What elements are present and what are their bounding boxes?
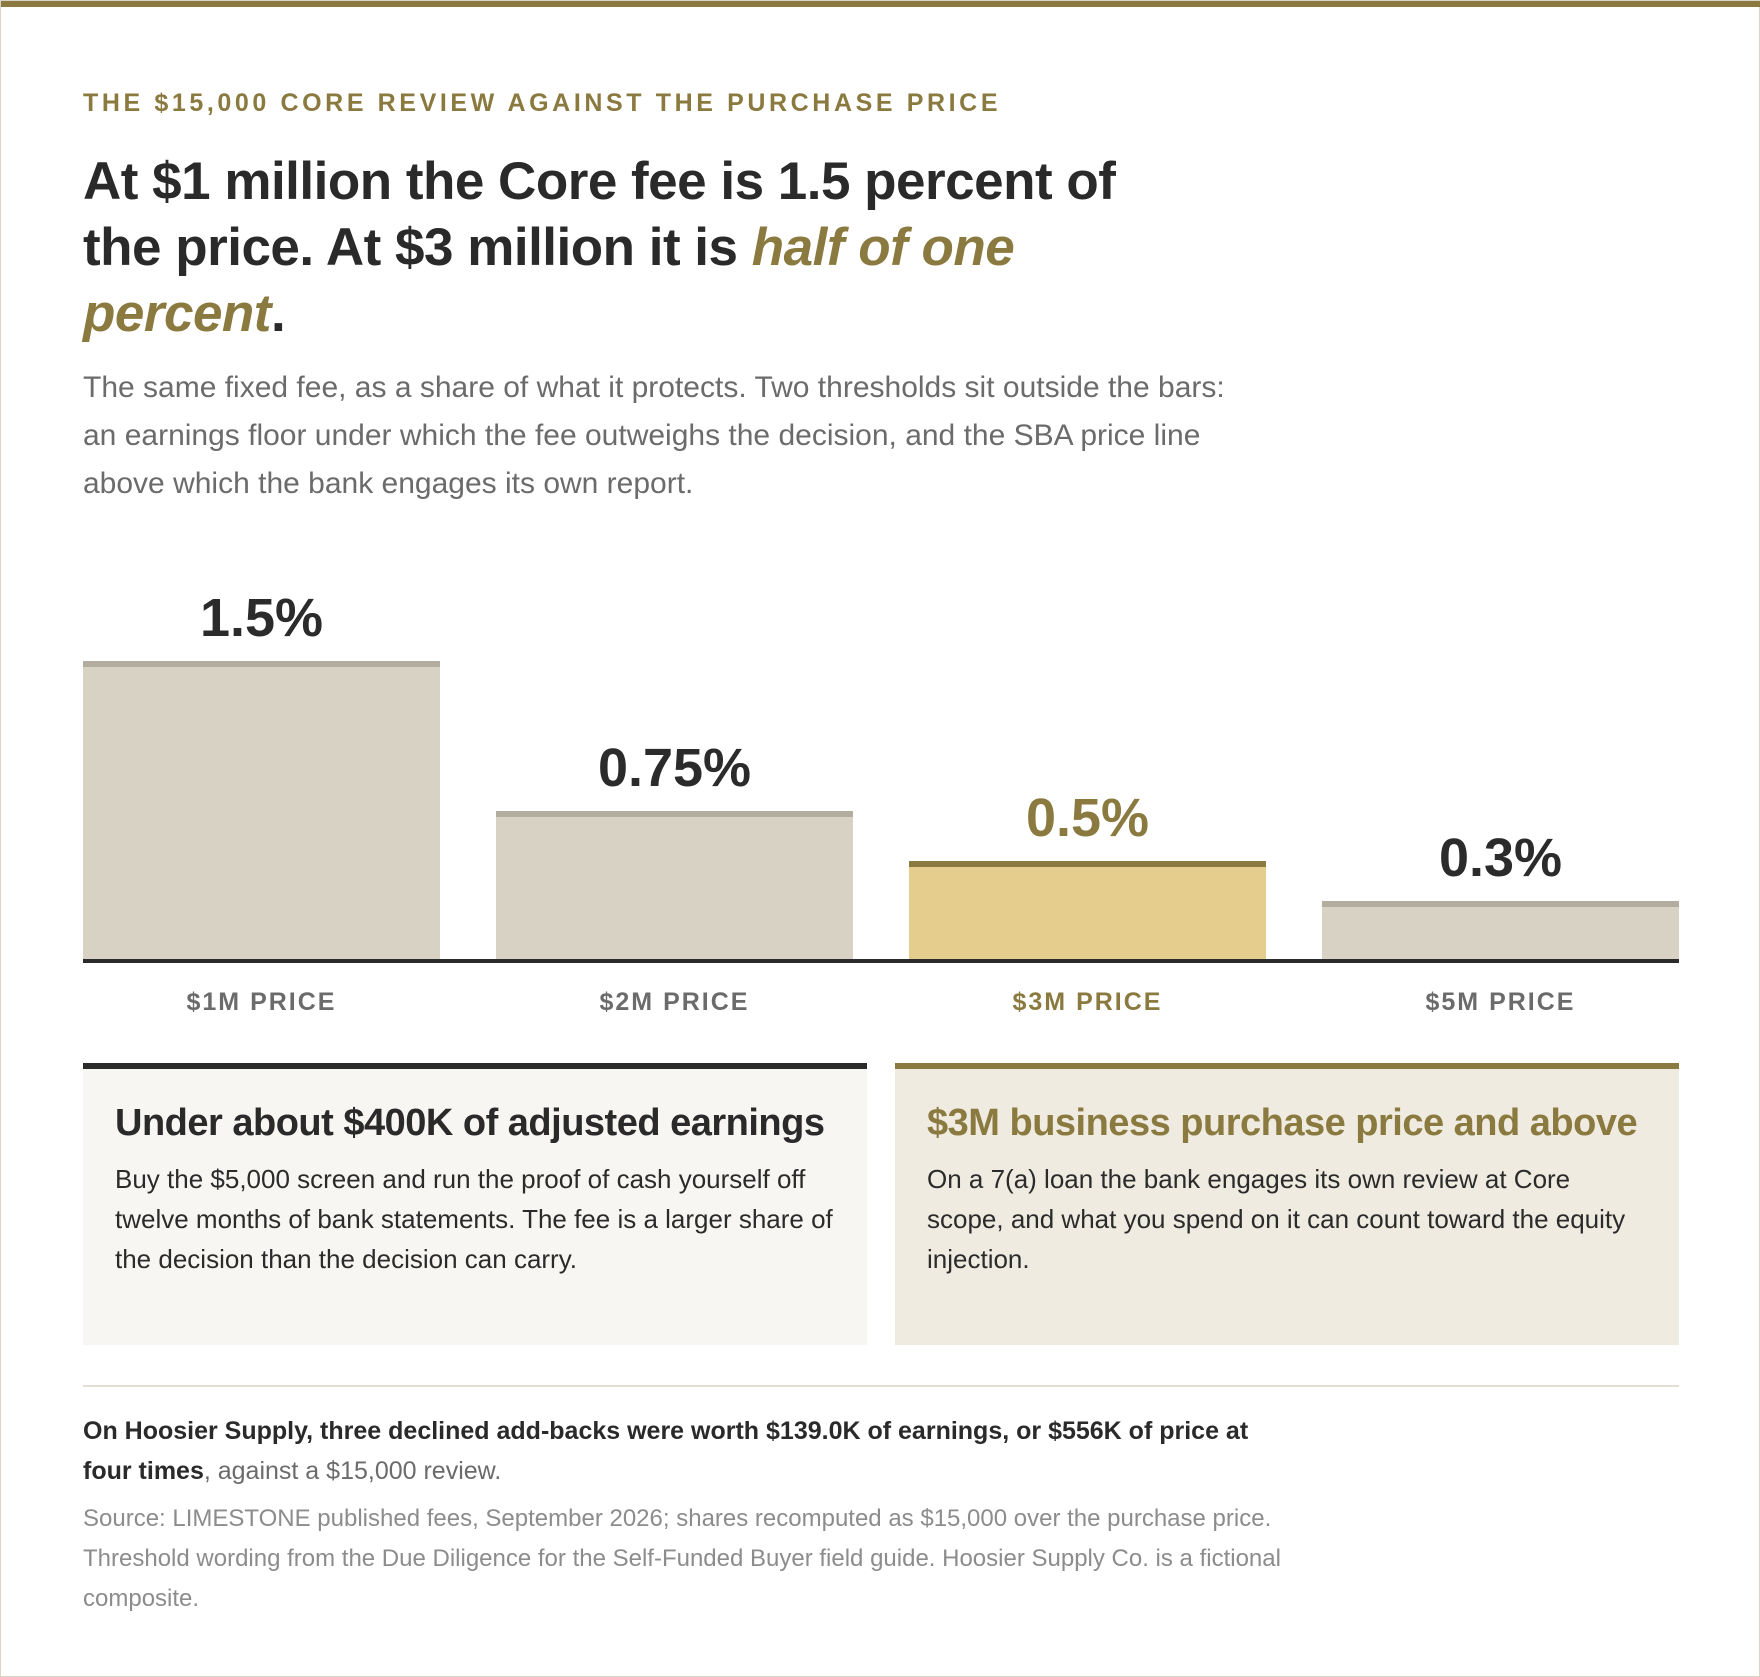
bar-1 xyxy=(496,811,853,961)
category-label-1: $2M PRICE xyxy=(600,988,750,1016)
takeaway-bold: On Hoosier Supply, three declined add-ba… xyxy=(83,1417,1249,1485)
category-label-3: $5M PRICE xyxy=(1426,988,1576,1016)
category-label-2: $3M PRICE xyxy=(1013,988,1163,1016)
top-accent-bar xyxy=(1,1,1760,7)
takeaway: On Hoosier Supply, three declined add-ba… xyxy=(83,1411,1283,1491)
bar-cap-1 xyxy=(496,811,853,817)
value-label-2: 0.5% xyxy=(1026,788,1149,848)
bar-2 xyxy=(909,861,1266,961)
headline-end: . xyxy=(270,284,286,343)
bar-chart: 1.5% $1M PRICE 0.75% $2M PRICE 0.5% $3M PRICE… xyxy=(83,588,1679,1016)
divider xyxy=(83,1385,1679,1387)
threshold-card-price: $3M business purchase price and above On… xyxy=(895,1063,1679,1345)
takeaway-rest: , against a $15,000 review. xyxy=(203,1457,502,1485)
dek: The same fixed fee, as a share of what i… xyxy=(83,371,1225,500)
baseline xyxy=(83,959,1679,963)
threshold-title: $3M business purchase price and above xyxy=(927,1102,1638,1144)
eyebrow: THE $15,000 CORE REVIEW AGAINST THE PURC… xyxy=(83,89,1002,117)
bar-0 xyxy=(83,661,440,961)
headline: At $1 million the Core fee is 1.5 percen… xyxy=(83,149,1183,347)
headline-text: At $1 million the Core fee is 1.5 percen… xyxy=(83,152,1116,277)
headline-highlight: half of one percent xyxy=(83,218,1015,343)
category-label-0: $1M PRICE xyxy=(187,988,337,1016)
value-label-0: 1.5% xyxy=(200,588,323,648)
threshold-body: On a 7(a) loan the bank engages its own … xyxy=(927,1164,1626,1274)
value-label-1: 0.75% xyxy=(598,738,751,798)
threshold-body: Buy the $5,000 screen and run the proof … xyxy=(115,1164,833,1274)
bar-cap-2 xyxy=(909,861,1266,867)
value-label-3: 0.3% xyxy=(1439,828,1562,888)
threshold-title: Under about $400K of adjusted earnings xyxy=(115,1102,825,1144)
threshold-card-earnings: Under about $400K of adjusted earnings B… xyxy=(83,1063,867,1345)
bar-3 xyxy=(1322,901,1679,961)
bar-cap-3 xyxy=(1322,901,1679,907)
source-note: Source: LIMESTONE published fees, Septem… xyxy=(83,1505,1281,1612)
bar-cap-0 xyxy=(83,661,440,667)
